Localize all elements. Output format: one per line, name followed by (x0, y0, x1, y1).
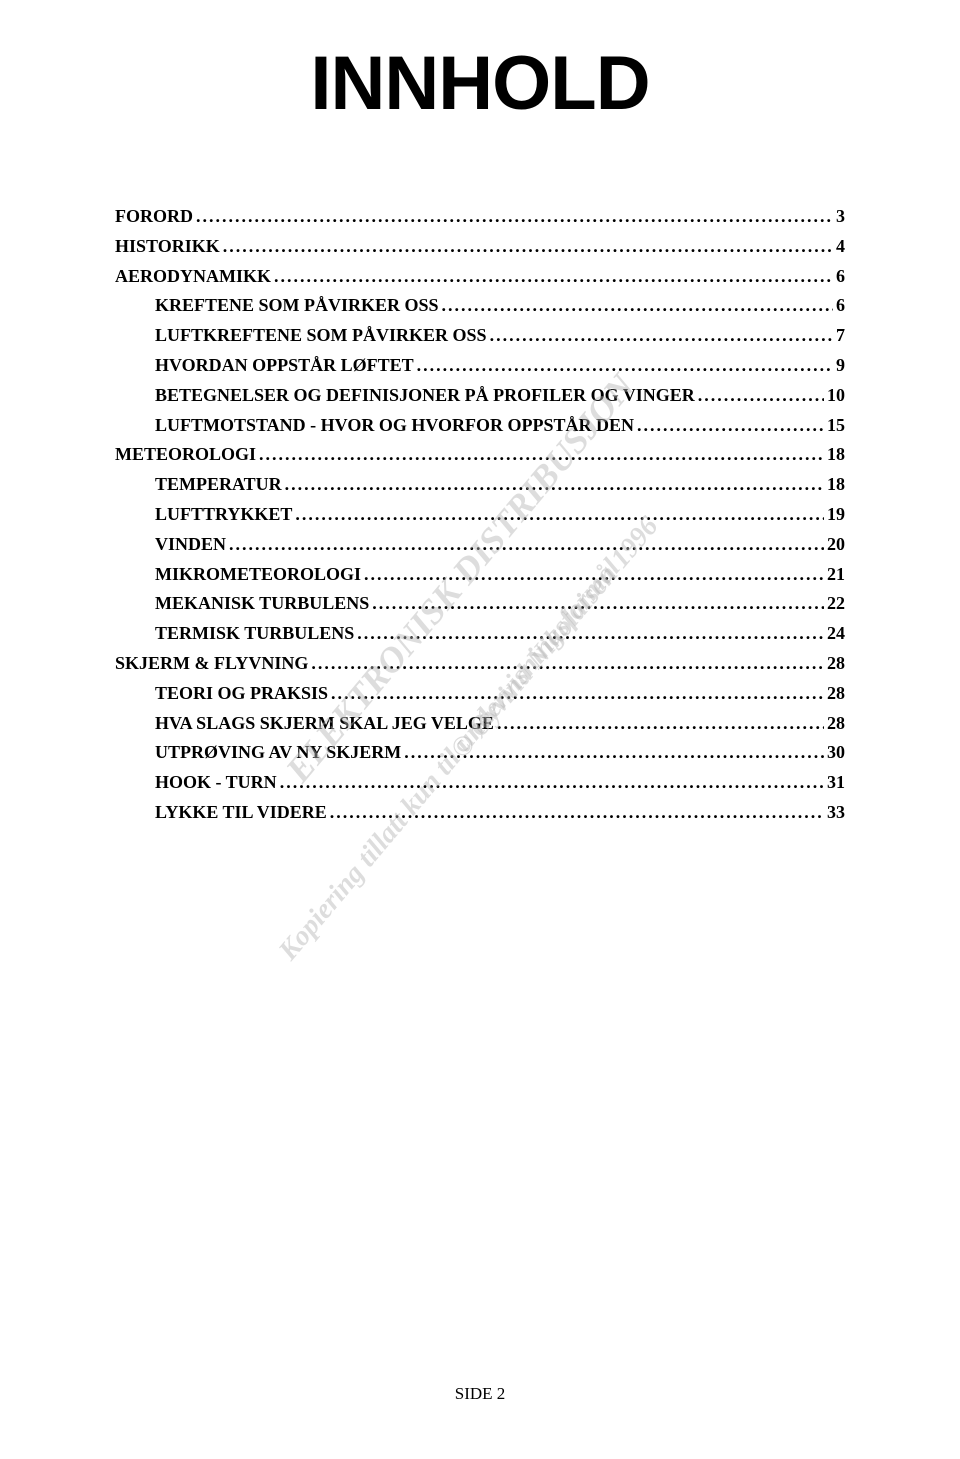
toc-dot-leader (698, 381, 824, 410)
toc-entry: HISTORIKK 4 (115, 232, 845, 261)
toc-dot-leader (490, 321, 833, 350)
toc-entry: LUFTMOTSTAND - HVOR OG HVORFOR OPPSTÅR D… (115, 411, 845, 440)
toc-entry: MIKROMETEOROLOGI 21 (115, 560, 845, 589)
toc-entry-label: MIKROMETEOROLOGI (155, 560, 361, 589)
toc-entry: AERODYNAMIKK 6 (115, 262, 845, 291)
toc-entry-page: 22 (827, 589, 845, 618)
toc-dot-leader (404, 738, 824, 767)
toc-entry: TEMPERATUR 18 (115, 470, 845, 499)
toc-dot-leader (259, 440, 824, 469)
toc-entry-label: AERODYNAMIKK (115, 262, 271, 291)
toc-dot-leader (311, 649, 824, 678)
toc-entry-label: HISTORIKK (115, 232, 220, 261)
toc-entry: LUFTKREFTENE SOM PÅVIRKER OSS 7 (115, 321, 845, 350)
toc-entry-page: 28 (827, 709, 845, 738)
toc-entry-page: 28 (827, 649, 845, 678)
toc-entry-label: TEMPERATUR (155, 470, 282, 499)
toc-entry-page: 10 (827, 381, 845, 410)
toc-entry-page: 19 (827, 500, 845, 529)
toc-entry: MEKANISK TURBULENS 22 (115, 589, 845, 618)
toc-dot-leader (372, 589, 824, 618)
toc-entry: LYKKE TIL VIDERE 33 (115, 798, 845, 827)
toc-dot-leader (196, 202, 833, 231)
toc-entry: SKJERM & FLYVNING 28 (115, 649, 845, 678)
toc-entry-label: VINDEN (155, 530, 226, 559)
toc-entry-page: 30 (827, 738, 845, 767)
toc-entry-label: MEKANISK TURBULENS (155, 589, 369, 618)
toc-entry-label: TEORI OG PRAKSIS (155, 679, 328, 708)
toc-dot-leader (497, 709, 824, 738)
toc-dot-leader (223, 232, 833, 261)
toc-entry-page: 24 (827, 619, 845, 648)
toc-entry-label: LUFTKREFTENE SOM PÅVIRKER OSS (155, 321, 487, 350)
toc-entry-page: 3 (836, 202, 845, 231)
table-of-contents: FORORD3HISTORIKK4AERODYNAMIKK6KREFTENE S… (115, 202, 845, 827)
toc-dot-leader (285, 470, 824, 499)
toc-dot-leader (274, 262, 833, 291)
toc-dot-leader (295, 500, 824, 529)
toc-dot-leader (417, 351, 833, 380)
toc-entry: TERMISK TURBULENS 24 (115, 619, 845, 648)
toc-entry: HVA SLAGS SKJERM SKAL JEG VELGE 28 (115, 709, 845, 738)
toc-dot-leader (280, 768, 824, 797)
toc-dot-leader (637, 411, 824, 440)
toc-entry-label: METEOROLOGI (115, 440, 256, 469)
toc-entry-label: TERMISK TURBULENS (155, 619, 354, 648)
toc-dot-leader (330, 798, 824, 827)
toc-entry-label: SKJERM & FLYVNING (115, 649, 308, 678)
toc-entry: TEORI OG PRAKSIS 28 (115, 679, 845, 708)
toc-entry-label: UTPRØVING AV NY SKJERM (155, 738, 401, 767)
toc-entry-label: HOOK - TURN (155, 768, 277, 797)
toc-entry: LUFTTRYKKET 19 (115, 500, 845, 529)
toc-dot-leader (331, 679, 824, 708)
page-container: INNHOLD FORORD3HISTORIKK4AERODYNAMIKK6KR… (0, 0, 960, 827)
toc-entry-page: 18 (827, 470, 845, 499)
toc-entry-page: 6 (836, 262, 845, 291)
toc-entry-page: 7 (836, 321, 845, 350)
toc-entry-label: KREFTENE SOM PÅVIRKER OSS (155, 291, 439, 320)
toc-entry-page: 15 (827, 411, 845, 440)
toc-entry-page: 6 (836, 291, 845, 320)
toc-entry-page: 9 (836, 351, 845, 380)
toc-entry-page: 18 (827, 440, 845, 469)
toc-entry-label: LYKKE TIL VIDERE (155, 798, 327, 827)
toc-entry: METEOROLOGI 18 (115, 440, 845, 469)
toc-entry: HVORDAN OPPSTÅR LØFTET 9 (115, 351, 845, 380)
toc-entry-page: 21 (827, 560, 845, 589)
toc-dot-leader (442, 291, 833, 320)
toc-entry-label: LUFTTRYKKET (155, 500, 292, 529)
toc-entry: KREFTENE SOM PÅVIRKER OSS 6 (115, 291, 845, 320)
toc-dot-leader (357, 619, 824, 648)
toc-entry: BETEGNELSER OG DEFINISJONER PÅ PROFILER … (115, 381, 845, 410)
toc-entry: UTPRØVING AV NY SKJERM 30 (115, 738, 845, 767)
toc-entry-page: 20 (827, 530, 845, 559)
toc-entry-label: FORORD (115, 202, 193, 231)
toc-entry-label: HVA SLAGS SKJERM SKAL JEG VELGE (155, 709, 494, 738)
toc-dot-leader (229, 530, 824, 559)
toc-entry: HOOK - TURN 31 (115, 768, 845, 797)
toc-entry-label: HVORDAN OPPSTÅR LØFTET (155, 351, 414, 380)
toc-entry: VINDEN 20 (115, 530, 845, 559)
toc-entry: FORORD 3 (115, 202, 845, 231)
toc-entry-page: 31 (827, 768, 845, 797)
toc-entry-label: LUFTMOTSTAND - HVOR OG HVORFOR OPPSTÅR D… (155, 411, 634, 440)
page-footer: SIDE 2 (0, 1384, 960, 1404)
toc-entry-page: 33 (827, 798, 845, 827)
toc-entry-page: 28 (827, 679, 845, 708)
toc-dot-leader (364, 560, 824, 589)
toc-entry-page: 4 (836, 232, 845, 261)
toc-entry-label: BETEGNELSER OG DEFINISJONER PÅ PROFILER … (155, 381, 695, 410)
document-title: INNHOLD (115, 40, 845, 127)
